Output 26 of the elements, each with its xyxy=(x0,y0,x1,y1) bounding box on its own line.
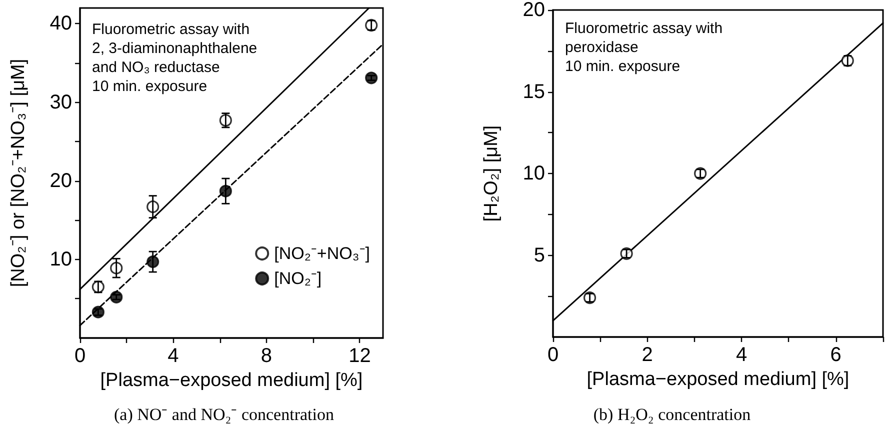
y-tick-label: 40 xyxy=(50,12,72,35)
y-axis-title: [NO₂⁻] or [NO₂⁻+NO₃⁻] [μM] xyxy=(8,58,29,288)
y-axis-title: [H₂O₂] [μM] xyxy=(481,125,502,222)
annotation: Fluorometric assay with peroxidase 10 min. exposure xyxy=(565,20,723,75)
y-tick-label: 15 xyxy=(522,80,545,103)
x-tick-label: 6 xyxy=(830,344,842,366)
legend-label: [NO₂⁻+NO₃⁻] xyxy=(274,244,370,263)
y-tick-label: 20 xyxy=(50,170,72,192)
x-tick-label: 4 xyxy=(168,345,179,367)
legend-label: [NO₂⁻] xyxy=(274,269,322,288)
y-tick-label: 20 xyxy=(522,0,545,21)
y-tick-label: 10 xyxy=(522,162,545,184)
annotation: Fluorometric assay with 2, 3-diaminonaphthalene and NO₃ reductase 10 min. exposure xyxy=(92,21,258,95)
text: (a) NO⁻ and NO₂⁻ concentration xyxy=(114,405,334,424)
y-tick-label: 5 xyxy=(534,244,545,266)
y-tick-label: 30 xyxy=(50,91,72,114)
text: (b) H₂O₂ concentration xyxy=(593,405,752,424)
x-tick-label: 2 xyxy=(642,344,653,366)
x-axis-title: [Plasma−exposed medium] [%] xyxy=(586,368,850,390)
x-tick-label: 4 xyxy=(736,344,748,366)
y-tick-label: 10 xyxy=(50,248,72,270)
x-tick-label: 8 xyxy=(260,345,272,367)
x-axis-title: [Plasma−exposed medium] [%] xyxy=(100,370,363,391)
x-tick-label: 12 xyxy=(348,345,371,367)
x-tick-label: 0 xyxy=(547,344,559,366)
x-tick-label: 0 xyxy=(74,345,86,367)
